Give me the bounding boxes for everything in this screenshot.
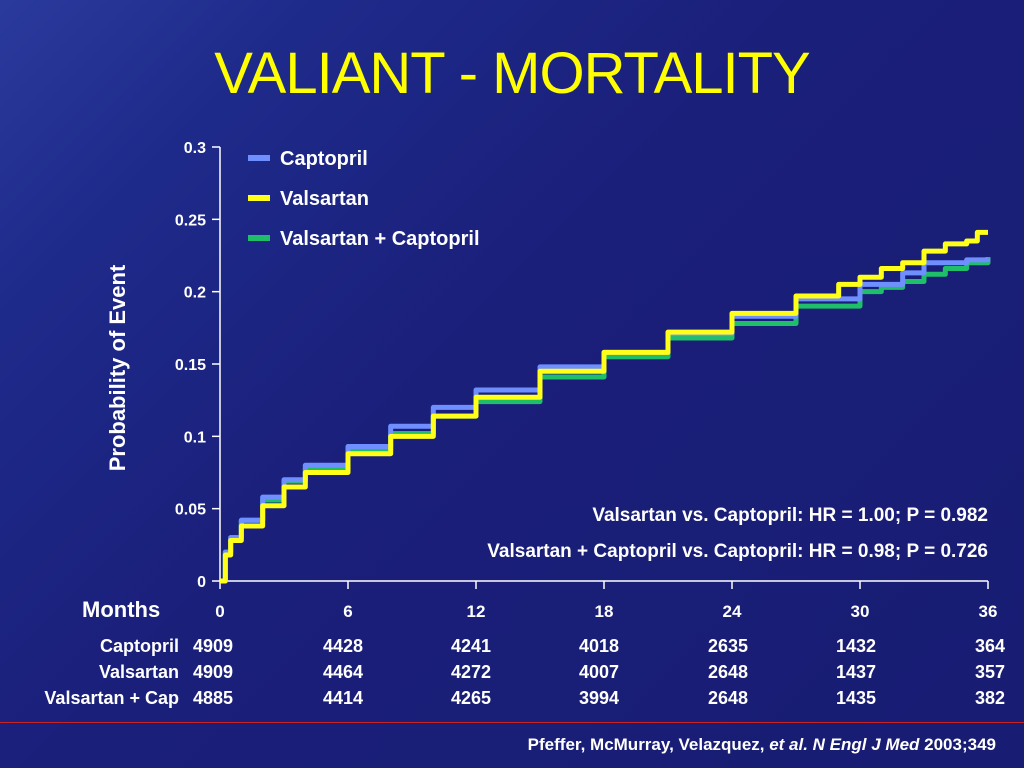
y-tick-label: 0.15 [175, 357, 206, 374]
chart-axes: 0 0.05 0.1 0.15 0.2 0.25 0.3 0 6 12 18 24 30 36 [175, 140, 998, 621]
legend-label: Valsartan + Captopril [280, 228, 480, 250]
y-axis-label: Probability of Event [105, 264, 130, 472]
risk-cell: 357 [974, 662, 1005, 682]
legend-label: Captopril [280, 148, 368, 170]
chart-series [220, 229, 991, 584]
risk-row-label: Valsartan [98, 662, 179, 682]
risk-cell: 364 [974, 636, 1005, 656]
risk-cell: 4018 [579, 636, 620, 656]
risk-cell: 2635 [708, 636, 749, 656]
x-tick-label: 0 [215, 602, 224, 621]
risk-cell: 3994 [579, 688, 620, 708]
chart-legend: Captopril Valsartan Valsartan + Captopril [248, 148, 480, 250]
slide-title: VALIANT - MORTALITY [214, 41, 811, 106]
risk-cell: 4464 [323, 662, 364, 682]
x-tick-label: 24 [723, 602, 742, 621]
risk-cell: 4414 [323, 688, 364, 708]
legend-label: Valsartan [280, 188, 369, 210]
risk-cell: 1437 [836, 662, 877, 682]
risk-cell: 4909 [193, 636, 234, 656]
series-line-valsartan-captopril [220, 256, 991, 584]
risk-cell: 4265 [451, 688, 492, 708]
risk-cell: 2648 [708, 688, 749, 708]
risk-cell: 1435 [836, 688, 877, 708]
y-tick-label: 0.2 [184, 285, 206, 302]
citation-authors: Pfeffer, McMurray, Velazquez, [527, 735, 770, 754]
x-tick-label: 12 [467, 602, 486, 621]
x-tick-label: 30 [851, 602, 870, 621]
risk-cell: 4428 [323, 636, 364, 656]
risk-cell: 1432 [836, 636, 877, 656]
x-tick-label: 36 [979, 602, 998, 621]
series-line-captopril [220, 257, 991, 584]
y-tick-label: 0.1 [184, 429, 206, 446]
x-tick-label: 6 [343, 602, 352, 621]
months-label: Months [82, 597, 161, 622]
risk-row-label: Valsartan + Cap [44, 688, 179, 708]
citation: Pfeffer, McMurray, Velazquez, et al. N E… [528, 735, 996, 755]
stat-valsartan-vs-captopril: Valsartan vs. Captopril: HR = 1.00; P = … [592, 505, 988, 526]
risk-cell: 4241 [451, 636, 492, 656]
citation-ref: 2003;349 [919, 735, 996, 754]
stat-combo-vs-captopril: Valsartan + Captopril vs. Captopril: HR … [487, 541, 988, 562]
citation-journal: et al. N Engl J Med [769, 735, 920, 754]
series-line-valsartan [220, 229, 988, 584]
risk-row-label: Captopril [100, 636, 179, 656]
y-tick-label: 0.05 [175, 502, 206, 519]
x-tick-label: 18 [595, 602, 614, 621]
footer-divider [0, 722, 1024, 723]
risk-cell: 382 [974, 688, 1005, 708]
y-tick-label: 0.25 [175, 212, 206, 229]
y-tick-label: 0.3 [184, 140, 206, 157]
risk-cell: 4885 [193, 688, 234, 708]
y-tick-label: 0 [197, 574, 206, 591]
risk-cell: 4272 [451, 662, 492, 682]
risk-cell: 4007 [579, 662, 620, 682]
risk-cell: 2648 [708, 662, 749, 682]
risk-cell: 4909 [193, 662, 234, 682]
